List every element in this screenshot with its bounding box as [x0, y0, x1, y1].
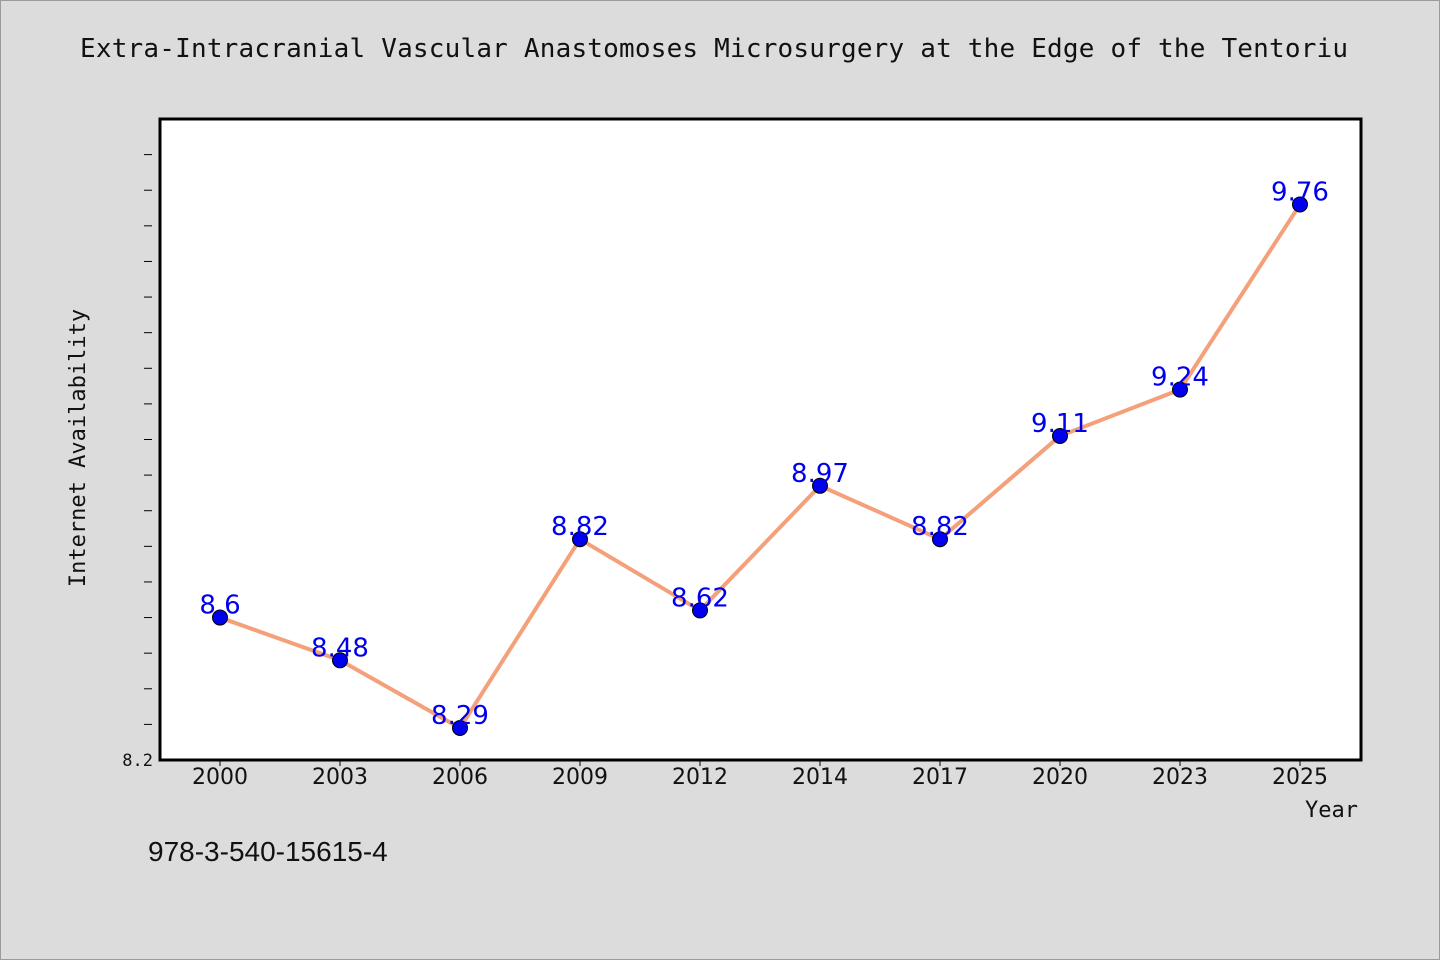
data-markers — [212, 196, 1308, 736]
data-point — [572, 531, 588, 548]
y-axis-ticks — [144, 154, 152, 725]
data-point — [452, 719, 468, 736]
x-tick-label: 2012 — [672, 765, 728, 790]
x-tick-label: 2017 — [912, 765, 968, 790]
y-tick-label: 8.2 — [122, 751, 153, 771]
data-point — [332, 652, 348, 669]
y-axis-label: Internet Availability — [66, 309, 91, 587]
data-label: 8.62 — [671, 583, 729, 613]
x-tick-label: 2025 — [1272, 765, 1328, 790]
x-tick-label: 2020 — [1032, 765, 1088, 790]
data-label: 8.6 — [199, 591, 240, 621]
x-tick-label: 2000 — [192, 765, 248, 790]
data-label: 8.48 — [311, 633, 369, 663]
data-label: 9.76 — [1271, 177, 1329, 207]
x-axis-label: Year — [1305, 798, 1358, 823]
data-label: 9.11 — [1031, 409, 1089, 439]
data-point — [1172, 381, 1188, 398]
data-labels: 8.6 8.48 8.29 8.82 8.62 8.97 8.82 9.11 9.24 9.76 — [199, 177, 1329, 730]
series-line — [219, 203, 1302, 730]
data-point — [812, 477, 828, 494]
x-tick-label: 2006 — [432, 765, 488, 790]
data-label: 9.24 — [1151, 363, 1209, 393]
data-point — [1052, 427, 1068, 444]
x-axis-ticks: 2000 2003 2006 2009 2012 2014 2017 2020 2023 2025 — [192, 760, 1328, 790]
data-point — [692, 602, 708, 619]
data-label: 8.97 — [791, 459, 849, 489]
data-point — [1292, 196, 1308, 213]
data-point — [932, 531, 948, 548]
x-tick-label: 2023 — [1152, 765, 1208, 790]
x-tick-label: 2009 — [552, 765, 608, 790]
data-point — [212, 609, 228, 626]
data-label: 8.29 — [431, 701, 489, 731]
series-line-group — [219, 203, 1302, 730]
plot-area — [158, 117, 1363, 762]
chart-title: Extra-Intracranial Vascular Anastomoses … — [80, 34, 1349, 64]
x-tick-label: 2003 — [312, 765, 368, 790]
x-tick-label: 2014 — [792, 765, 848, 790]
data-label: 8.82 — [911, 512, 969, 542]
data-label: 8.82 — [551, 512, 609, 542]
isbn-text: 978-3-540-15615-4 — [148, 836, 388, 867]
